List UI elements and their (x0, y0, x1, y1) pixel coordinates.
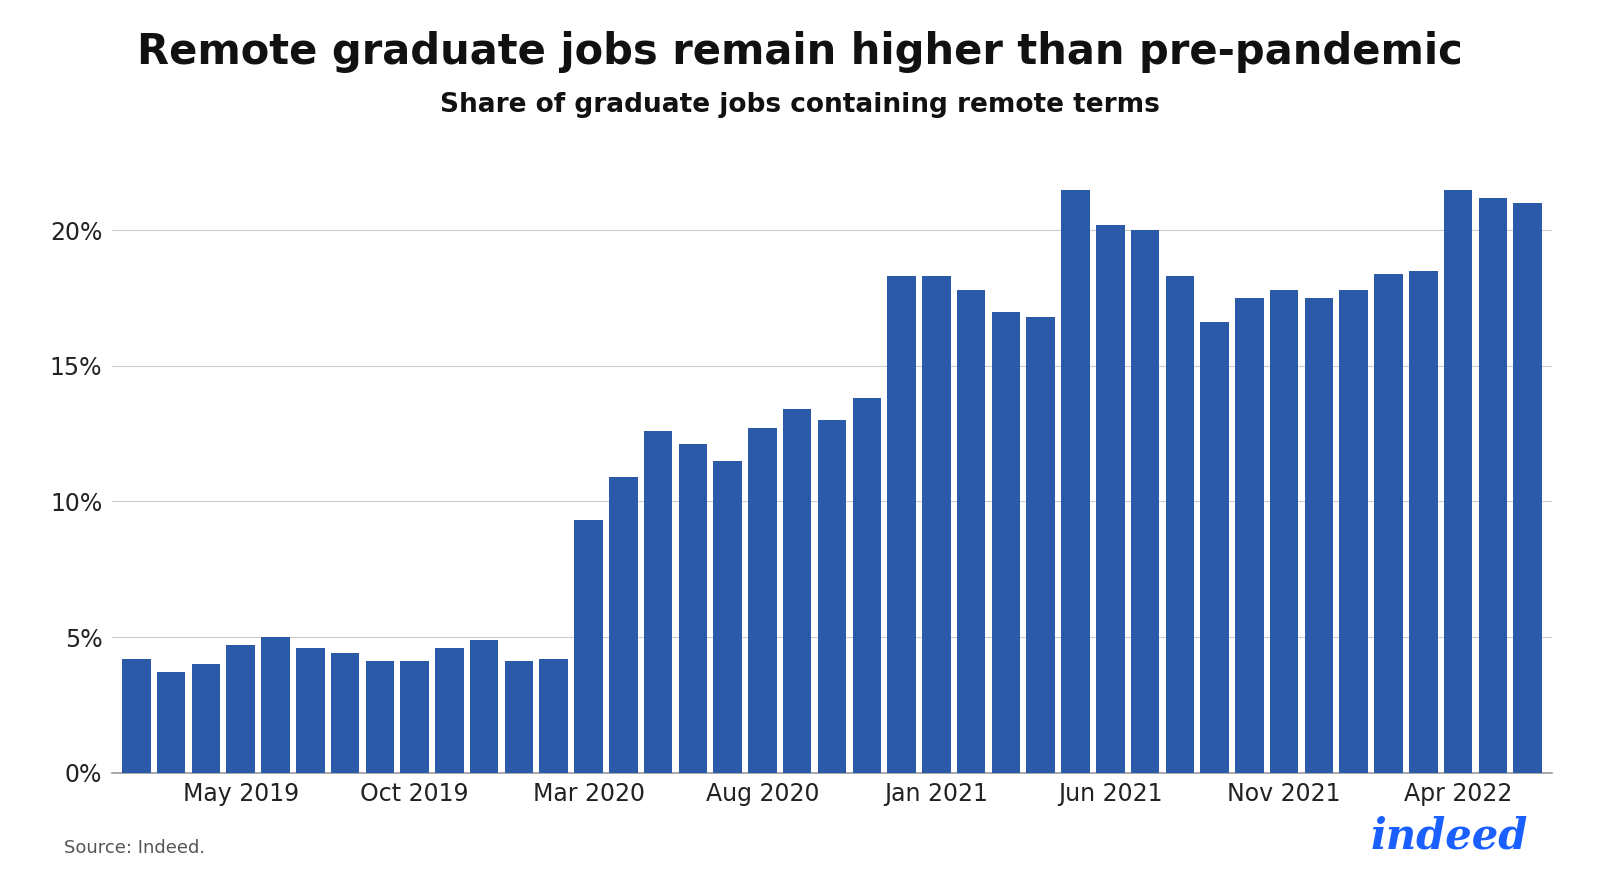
Bar (992, 312, 1021, 773)
Bar (1061, 189, 1090, 773)
Bar (1339, 290, 1368, 773)
Bar (782, 409, 811, 773)
Bar (1270, 290, 1299, 773)
Bar (1410, 271, 1437, 773)
Bar (1514, 203, 1542, 773)
Bar (643, 431, 672, 773)
Bar (296, 648, 325, 773)
Bar (922, 277, 950, 773)
Bar (888, 277, 915, 773)
Bar (1374, 273, 1403, 773)
Bar (714, 461, 742, 773)
Bar (1478, 197, 1507, 773)
Bar (1304, 298, 1333, 773)
Bar (365, 662, 394, 773)
Bar (749, 428, 776, 773)
Bar (157, 672, 186, 773)
Bar (331, 653, 360, 773)
Bar (853, 398, 882, 773)
Text: indeed: indeed (1371, 815, 1528, 857)
Bar (504, 662, 533, 773)
Bar (400, 662, 429, 773)
Bar (1165, 277, 1194, 773)
Bar (1443, 189, 1472, 773)
Bar (610, 477, 637, 773)
Bar (192, 664, 221, 773)
Bar (957, 290, 986, 773)
Bar (122, 659, 150, 773)
Bar (1131, 230, 1160, 773)
Bar (678, 444, 707, 773)
Bar (1096, 225, 1125, 773)
Text: Share of graduate jobs containing remote terms: Share of graduate jobs containing remote… (440, 92, 1160, 118)
Bar (574, 520, 603, 773)
Bar (435, 648, 464, 773)
Text: Remote graduate jobs remain higher than pre-pandemic: Remote graduate jobs remain higher than … (138, 31, 1462, 72)
Bar (1235, 298, 1264, 773)
Bar (539, 659, 568, 773)
Bar (227, 645, 254, 773)
Bar (261, 637, 290, 773)
Bar (1027, 317, 1054, 773)
Bar (1200, 322, 1229, 773)
Bar (818, 420, 846, 773)
Text: Source: Indeed.: Source: Indeed. (64, 839, 205, 857)
Bar (470, 640, 499, 773)
